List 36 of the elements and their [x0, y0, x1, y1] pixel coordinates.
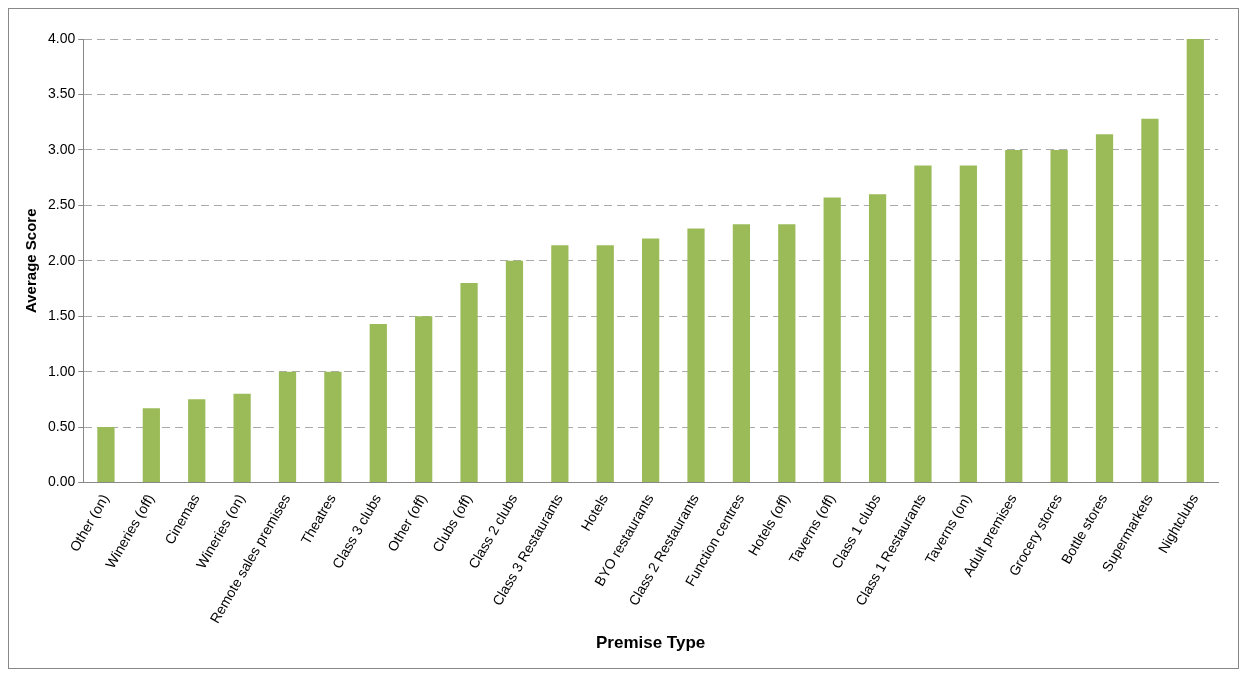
bar — [1141, 118, 1159, 483]
y-tick-label: 3.50 — [48, 85, 76, 102]
y-axis-title: Average Score — [22, 208, 40, 314]
bar — [505, 260, 524, 483]
bar — [642, 238, 660, 483]
bar — [868, 194, 887, 483]
x-axis-title: Premise Type — [595, 633, 706, 653]
y-tick-label: 1.00 — [48, 362, 76, 379]
bar — [778, 224, 796, 483]
bar — [324, 371, 342, 483]
bar — [823, 197, 841, 483]
bar — [551, 245, 569, 483]
bar — [188, 399, 206, 483]
bar — [97, 427, 115, 483]
bar — [914, 165, 932, 483]
y-tick-label: 4.00 — [48, 29, 76, 46]
bar — [1005, 149, 1023, 483]
bar — [278, 371, 297, 483]
bar — [233, 393, 251, 483]
bar — [687, 228, 705, 483]
bar — [460, 282, 478, 483]
y-tick-label: 2.50 — [48, 196, 76, 213]
bar — [732, 224, 751, 483]
y-tick-label: 1.50 — [48, 307, 76, 324]
bar — [1095, 134, 1114, 483]
bar — [142, 408, 160, 483]
y-tick-label: 2.00 — [48, 251, 76, 268]
bar — [596, 245, 614, 483]
bar — [415, 316, 433, 483]
bar — [1050, 149, 1068, 483]
y-tick-label: 0.00 — [48, 473, 76, 490]
bar — [369, 323, 387, 483]
y-tick-label: 3.00 — [48, 140, 76, 157]
y-tick-label: 0.50 — [48, 417, 76, 434]
bar — [959, 165, 977, 483]
bar — [1186, 39, 1204, 483]
